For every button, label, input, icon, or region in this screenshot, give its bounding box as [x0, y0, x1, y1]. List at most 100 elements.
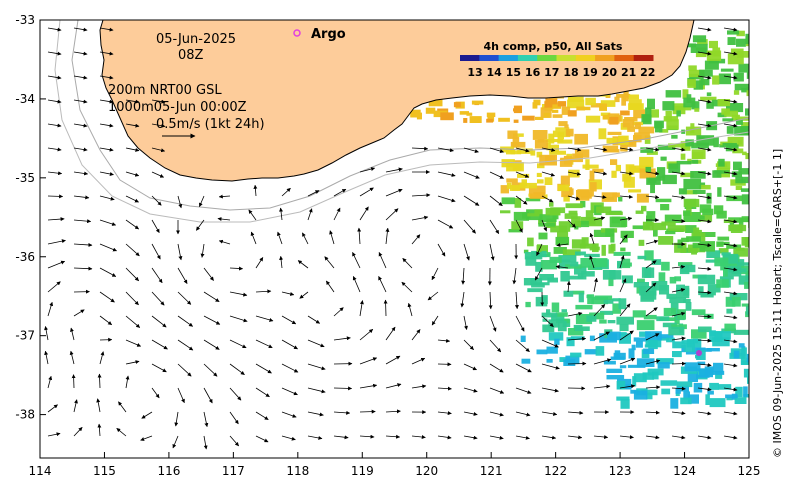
- current-arrow: [411, 357, 426, 365]
- current-arrow: [279, 255, 284, 269]
- current-arrow: [47, 301, 54, 317]
- sst-pixel: [609, 116, 619, 125]
- current-arrow: [229, 363, 245, 376]
- current-arrow: [218, 239, 231, 245]
- current-arrow: [437, 386, 452, 391]
- current-arrow: [671, 411, 686, 416]
- current-arrow: [177, 387, 185, 404]
- current-arrow: [99, 75, 114, 80]
- current-arrow: [697, 266, 712, 271]
- sst-pixel: [656, 358, 674, 365]
- sst-pixel: [660, 380, 678, 386]
- sst-pixel: [712, 75, 720, 85]
- sst-pixel: [607, 331, 621, 341]
- sst-pixel: [582, 164, 599, 169]
- sst-pixel: [691, 347, 706, 352]
- sst-pixel: [738, 220, 744, 227]
- sst-pixel: [745, 33, 749, 45]
- current-arrow: [697, 411, 712, 416]
- sst-pixel: [513, 119, 519, 123]
- current-arrow: [437, 147, 454, 153]
- current-arrow: [489, 435, 504, 440]
- sst-pixel: [718, 73, 731, 85]
- current-arrow: [125, 315, 141, 328]
- current-arrow: [73, 399, 78, 413]
- sst-pixel: [724, 323, 736, 331]
- colorbar-swatch: [517, 55, 538, 61]
- sst-pixel: [545, 207, 561, 216]
- current-arrow: [97, 423, 102, 437]
- current-arrow: [697, 171, 712, 176]
- sst-pixel: [551, 109, 559, 113]
- sst-pixel: [600, 100, 616, 107]
- sst-pixel: [416, 112, 422, 120]
- current-arrow: [47, 123, 62, 128]
- sst-pixel: [678, 262, 693, 266]
- sst-pixel: [637, 278, 645, 283]
- current-arrow: [203, 315, 221, 325]
- current-arrow: [489, 411, 504, 417]
- sst-pixel: [725, 144, 739, 152]
- colorbar-title: 4h comp, p50, All Sats: [484, 40, 623, 53]
- current-arrow: [151, 195, 162, 206]
- current-arrow: [151, 363, 167, 373]
- sst-pixel: [707, 284, 721, 293]
- sst-pixel: [644, 250, 654, 261]
- current-arrow: [489, 387, 505, 394]
- sst-pixel: [558, 255, 577, 263]
- sst-pixel: [666, 119, 679, 130]
- sst-pixel: [668, 163, 681, 173]
- sst-pixel: [736, 30, 745, 37]
- current-arrow: [352, 276, 361, 293]
- sst-pixel: [748, 244, 749, 252]
- current-arrow: [333, 435, 349, 440]
- sst-pixel: [745, 108, 749, 116]
- sst-pixel: [687, 372, 698, 382]
- current-arrow: [253, 184, 258, 197]
- sst-pixel: [736, 38, 746, 47]
- current-arrow: [593, 435, 609, 440]
- current-arrow: [99, 99, 114, 104]
- sst-pixel: [696, 135, 715, 146]
- current-arrow: [645, 282, 657, 293]
- current-arrow: [333, 188, 347, 197]
- sst-pixel: [682, 89, 689, 99]
- sst-pixel: [507, 130, 518, 139]
- sst-pixel: [528, 185, 546, 195]
- sst-pixel: [726, 103, 744, 113]
- colorbar-tick-label: 22: [640, 66, 655, 79]
- sst-pixel: [612, 303, 622, 314]
- sst-pixel: [574, 226, 579, 230]
- sst-pixel: [745, 153, 749, 160]
- colorbar-tick-label: 14: [487, 66, 503, 79]
- sst-pixel: [633, 373, 647, 383]
- sst-pixel: [560, 271, 570, 282]
- current-arrow: [541, 339, 559, 348]
- sst-pixel: [680, 172, 694, 178]
- sst-pixel: [575, 314, 593, 325]
- sst-pixel: [594, 295, 613, 300]
- x-tick-label: 115: [93, 464, 116, 478]
- sst-pixel: [543, 112, 550, 118]
- current-arrow: [151, 339, 168, 350]
- sst-pixel: [662, 322, 677, 328]
- colorbar-tick-label: 13: [467, 66, 482, 79]
- current-arrow: [151, 123, 166, 128]
- sst-pixel: [619, 324, 629, 332]
- map-date: 05-Jun-2025: [156, 32, 236, 47]
- sst-pixel: [652, 371, 659, 380]
- current-arrow: [697, 290, 712, 295]
- current-arrow: [723, 435, 738, 440]
- current-arrow: [177, 195, 183, 209]
- current-arrow: [567, 311, 583, 317]
- sst-pixel: [726, 195, 743, 202]
- current-arrow: [723, 315, 738, 320]
- sst-pixel: [686, 94, 692, 103]
- sst-pixel: [650, 182, 655, 194]
- current-arrow: [73, 51, 88, 56]
- sst-pixel: [717, 187, 722, 197]
- sst-pixel: [536, 349, 548, 355]
- sst-pixel: [669, 297, 687, 304]
- sst-pixel: [684, 343, 695, 352]
- sst-pixel: [512, 136, 520, 148]
